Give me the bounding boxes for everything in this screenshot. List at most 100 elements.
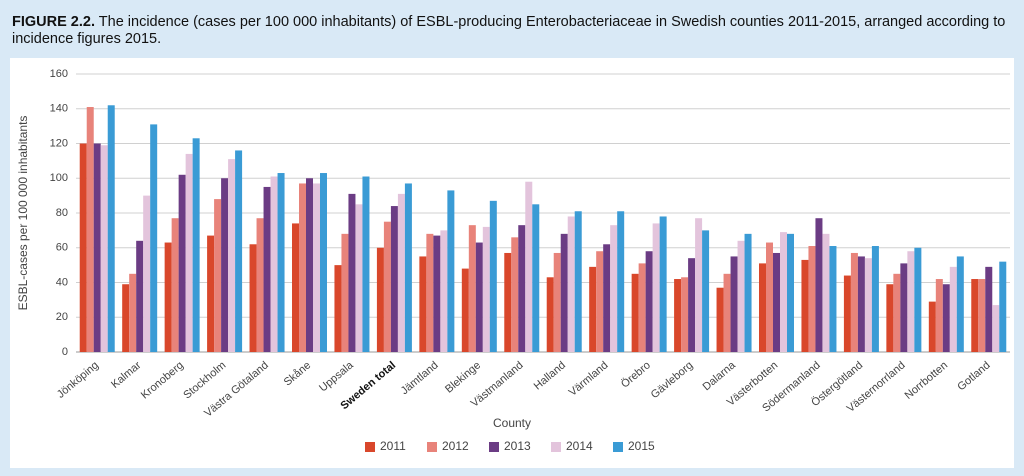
bar — [404, 183, 412, 352]
bar — [171, 218, 179, 352]
bar — [292, 223, 299, 352]
bar — [857, 256, 865, 352]
bar — [122, 284, 130, 352]
bar — [397, 193, 405, 352]
bar — [589, 266, 597, 352]
bar — [207, 235, 215, 352]
y-tick-label: 20 — [56, 311, 68, 323]
bar — [928, 301, 936, 352]
bar — [277, 173, 285, 352]
y-tick-label: 60 — [56, 242, 68, 254]
bar — [150, 124, 158, 352]
bar — [419, 256, 427, 352]
y-axis-label: ESBL-cases per 100 000 inhabitants — [16, 116, 30, 311]
bar — [659, 216, 667, 352]
bar — [553, 252, 561, 352]
bar — [766, 242, 773, 352]
bar — [136, 240, 144, 352]
bar — [532, 204, 540, 352]
bar — [313, 183, 320, 352]
y-tick-label: 120 — [50, 137, 68, 149]
bar — [942, 284, 950, 352]
bar — [674, 279, 682, 352]
bar — [320, 173, 327, 352]
bar — [518, 225, 526, 352]
bar — [730, 256, 738, 352]
bar — [185, 153, 193, 352]
bar — [822, 233, 830, 352]
bar — [256, 218, 264, 352]
bar — [631, 273, 639, 352]
bar — [461, 268, 469, 352]
legend-swatch — [613, 442, 623, 452]
bar — [525, 181, 533, 352]
bar — [949, 266, 957, 352]
bar — [440, 230, 448, 352]
legend-swatch — [489, 442, 499, 452]
bar — [560, 233, 568, 352]
figure-label: FIGURE 2.2. — [12, 14, 95, 30]
bar — [780, 232, 787, 352]
bar — [228, 159, 236, 352]
y-tick-label: 40 — [56, 276, 68, 288]
bar — [334, 265, 342, 352]
bar — [907, 251, 915, 352]
legend-swatch — [427, 442, 437, 452]
chart-title-block: FIGURE 2.2. The incidence (cases per 100… — [12, 14, 1012, 48]
bar — [808, 246, 816, 352]
bar — [617, 211, 625, 352]
bar — [79, 143, 87, 352]
y-tick-label: 0 — [62, 346, 68, 358]
bar — [850, 252, 858, 352]
y-tick-label: 100 — [50, 172, 68, 184]
bar — [702, 230, 710, 352]
bar — [744, 233, 752, 352]
bar — [829, 246, 837, 352]
legend-label: 2014 — [566, 439, 593, 453]
bar — [433, 235, 441, 352]
bar — [390, 206, 398, 352]
bar — [235, 150, 243, 352]
bar — [482, 226, 490, 352]
bar — [893, 273, 901, 352]
bar — [610, 225, 618, 352]
bar — [574, 211, 582, 352]
bar — [306, 178, 313, 352]
x-axis-label: County — [493, 416, 531, 430]
bar — [978, 279, 986, 352]
bar — [348, 193, 356, 352]
bar — [100, 145, 108, 352]
bar — [843, 275, 851, 352]
bar — [263, 186, 271, 352]
bar — [681, 277, 689, 352]
bar — [773, 252, 780, 352]
bar — [985, 266, 993, 352]
bar — [426, 233, 434, 352]
legend-label: 2013 — [504, 439, 531, 453]
bar — [695, 218, 703, 352]
bar — [638, 263, 646, 352]
y-tick-label: 160 — [50, 68, 68, 80]
bar — [716, 287, 724, 352]
bar — [214, 199, 222, 352]
y-tick-label: 140 — [50, 103, 68, 115]
bar — [468, 225, 476, 352]
bar — [935, 279, 943, 352]
legend-label: 2011 — [380, 439, 406, 453]
bar — [355, 204, 363, 352]
bar — [376, 247, 384, 352]
bar — [299, 183, 306, 352]
bar — [815, 218, 823, 352]
bar — [999, 261, 1007, 352]
bar — [688, 258, 696, 352]
y-tick-label: 80 — [56, 207, 68, 219]
bar — [489, 200, 497, 352]
bar — [249, 244, 257, 352]
chart-title: The incidence (cases per 100 000 inhabit… — [12, 14, 1006, 47]
bar — [645, 251, 653, 352]
bar — [504, 252, 512, 352]
bar — [801, 259, 809, 352]
bar — [567, 216, 575, 352]
